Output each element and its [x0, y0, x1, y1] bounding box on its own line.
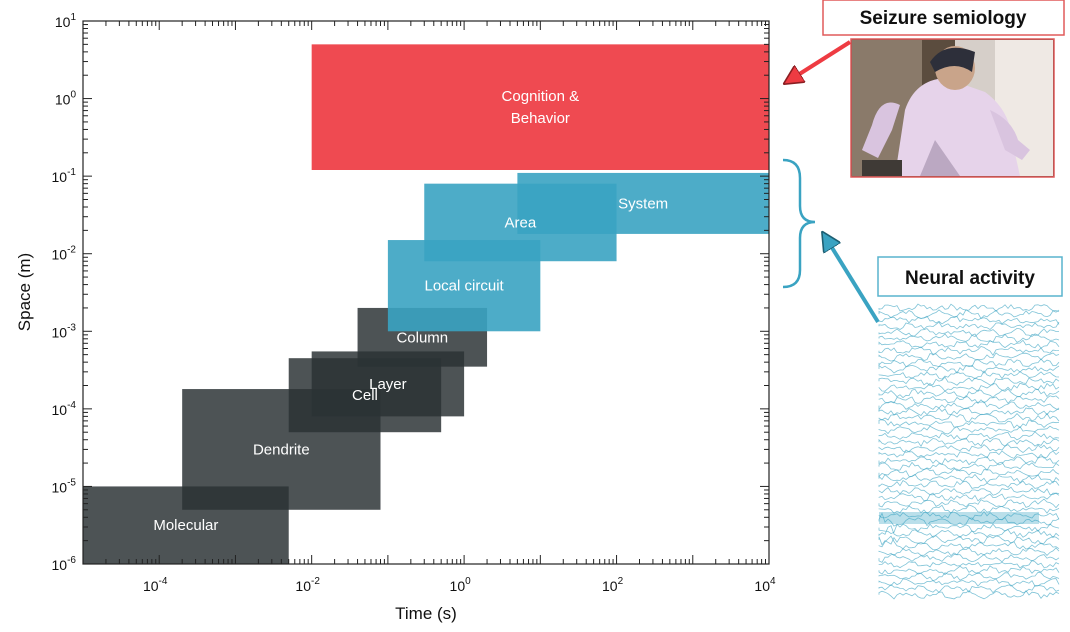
x-tick-label: 100: [450, 576, 472, 594]
neural-scale-brace: [782, 158, 816, 289]
eeg-traces: [878, 303, 1060, 600]
x-axis-label: Time (s): [395, 604, 457, 623]
region-label-layer: Layer: [369, 376, 407, 393]
x-tick-label: 104: [754, 576, 776, 594]
y-tick-label: 10-4: [52, 400, 77, 418]
semiology-arrow: [790, 40, 852, 80]
y-tick-label: 10-5: [52, 477, 77, 495]
region-label-local-circuit: Local circuit: [425, 278, 505, 295]
region-cognition-behavior: [311, 44, 769, 171]
region-label-dendrite: Dendrite: [253, 441, 310, 458]
seizure-semiology-callout: Seizure semiology: [822, 0, 1065, 178]
x-tick-label: 10-4: [143, 576, 168, 594]
x-tick-label: 10-2: [295, 576, 320, 594]
y-tick-label: 10-2: [52, 245, 77, 263]
y-axis-label: Space (m): [15, 253, 34, 331]
region-label-cell: Cell: [352, 387, 378, 404]
region-label-system: System: [618, 195, 668, 212]
seizure-semiology-title-box: [822, 0, 1065, 36]
region-label-column: Column: [396, 329, 448, 346]
neural-activity-title: Neural activity: [905, 268, 1035, 289]
x-tick-labels: 10-4 10-2 100 102 104: [143, 576, 776, 594]
y-tick-labels: 10-6 10-5 10-4 10-3 10-2 10-1 100 101: [52, 12, 77, 573]
y-tick-label: 101: [55, 12, 77, 30]
axis-ticks: [82, 21, 769, 565]
region-system: [517, 172, 769, 234]
neural-activity-title-box: [877, 256, 1063, 297]
neural-arrow: [826, 238, 880, 324]
y-tick-label: 100: [55, 90, 77, 108]
seizure-patient-photo: [850, 38, 1055, 178]
scale-regions: [83, 44, 769, 564]
y-tick-label: 10-6: [52, 555, 77, 573]
y-tick-label: 10-3: [52, 322, 77, 340]
region-label-area: Area: [505, 214, 537, 231]
x-tick-label: 102: [602, 576, 624, 594]
neural-activity-callout: Neural activity: [877, 256, 1063, 600]
seizure-semiology-title: Seizure semiology: [860, 8, 1027, 29]
region-label-molecular: Molecular: [153, 517, 218, 534]
region-label-cognition-behavior: Cognition & Behavior: [502, 88, 580, 127]
y-tick-label: 10-1: [52, 167, 77, 185]
plot-frame: [82, 20, 770, 565]
